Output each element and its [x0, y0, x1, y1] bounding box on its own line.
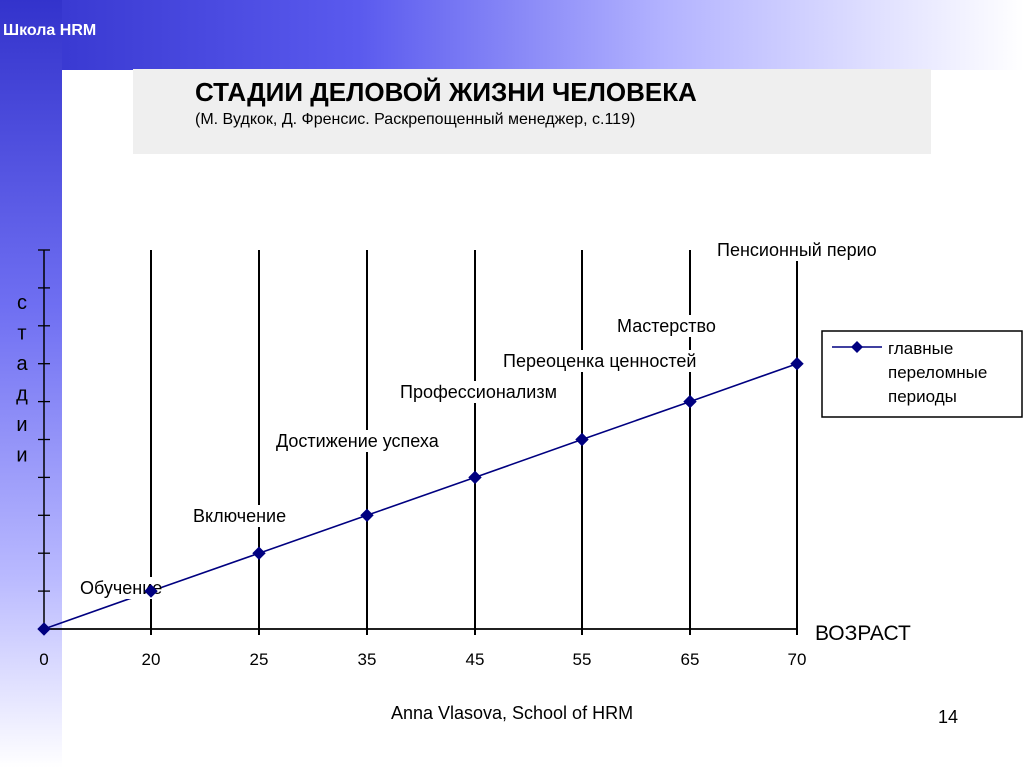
stage-label: Пенсионный перио: [717, 240, 877, 260]
header-band: [0, 0, 1024, 70]
y-axis-label-letter: т: [17, 323, 26, 345]
data-point-marker: [683, 394, 697, 409]
stage-label: Профессионализм: [400, 382, 557, 402]
legend-label: переломные: [888, 363, 987, 382]
x-tick-label: 20: [142, 650, 161, 669]
y-axis-label-letter: д: [16, 384, 28, 406]
data-point-marker: [575, 432, 589, 447]
page-number: 14: [938, 707, 959, 727]
stage-label-bg: [190, 505, 283, 527]
series-line: [43, 362, 798, 630]
data-point-marker: [468, 470, 482, 485]
data-point-marker: [37, 622, 51, 636]
page-subtitle: (М. Вудкок, Д. Френсис. Раскрепощенный м…: [195, 111, 636, 128]
data-point-marker: [252, 546, 266, 560]
title-box: СТАДИИ ДЕЛОВОЙ ЖИЗНИ ЧЕЛОВЕКА (М. Вудкок…: [133, 69, 931, 154]
x-axis-label: ВОЗРАСТ: [815, 622, 911, 645]
stage-label: Обучение: [80, 578, 162, 598]
y-axis-label-letter: с: [17, 292, 27, 314]
x-tick-label: 45: [466, 650, 485, 669]
stage-label: Включение: [193, 506, 286, 526]
stage-label: Достижение успеха: [276, 431, 440, 451]
y-axis-label-letter: и: [16, 414, 27, 436]
legend-label: главные: [888, 339, 953, 358]
x-tick-label: 70: [788, 650, 807, 669]
stage-label-bg: [714, 239, 874, 261]
x-tick-label: 25: [250, 650, 269, 669]
y-axis-label-letter: а: [16, 353, 28, 375]
y-axis-label-letter: и: [16, 445, 27, 467]
stage-label-bg: [397, 381, 547, 403]
x-tick-label: 55: [573, 650, 592, 669]
footer-author: Anna Vlasova, School of HRM: [390, 703, 634, 723]
stage-label: Мастерство: [617, 316, 716, 336]
data-point-marker: [360, 508, 374, 523]
stage-label-bg: [77, 577, 160, 599]
stage-label-bg: [500, 350, 698, 372]
stage-label: Переоценка ценностей: [503, 351, 696, 371]
data-point-marker: [144, 584, 158, 598]
x-tick-label: 65: [681, 650, 700, 669]
data-point-marker: [790, 356, 804, 371]
side-band: [0, 0, 62, 768]
legend-marker-sample: [851, 341, 863, 353]
legend-label: периоды: [888, 387, 957, 406]
stage-label-bg: [273, 430, 443, 452]
x-tick-label: 35: [358, 650, 377, 669]
stage-label-bg: [614, 315, 716, 337]
brand-logo-text: Школа HRM: [3, 22, 97, 39]
x-tick-label: 0: [39, 650, 48, 669]
page-title: СТАДИИ ДЕЛОВОЙ ЖИЗНИ ЧЕЛОВЕКА: [195, 77, 697, 107]
